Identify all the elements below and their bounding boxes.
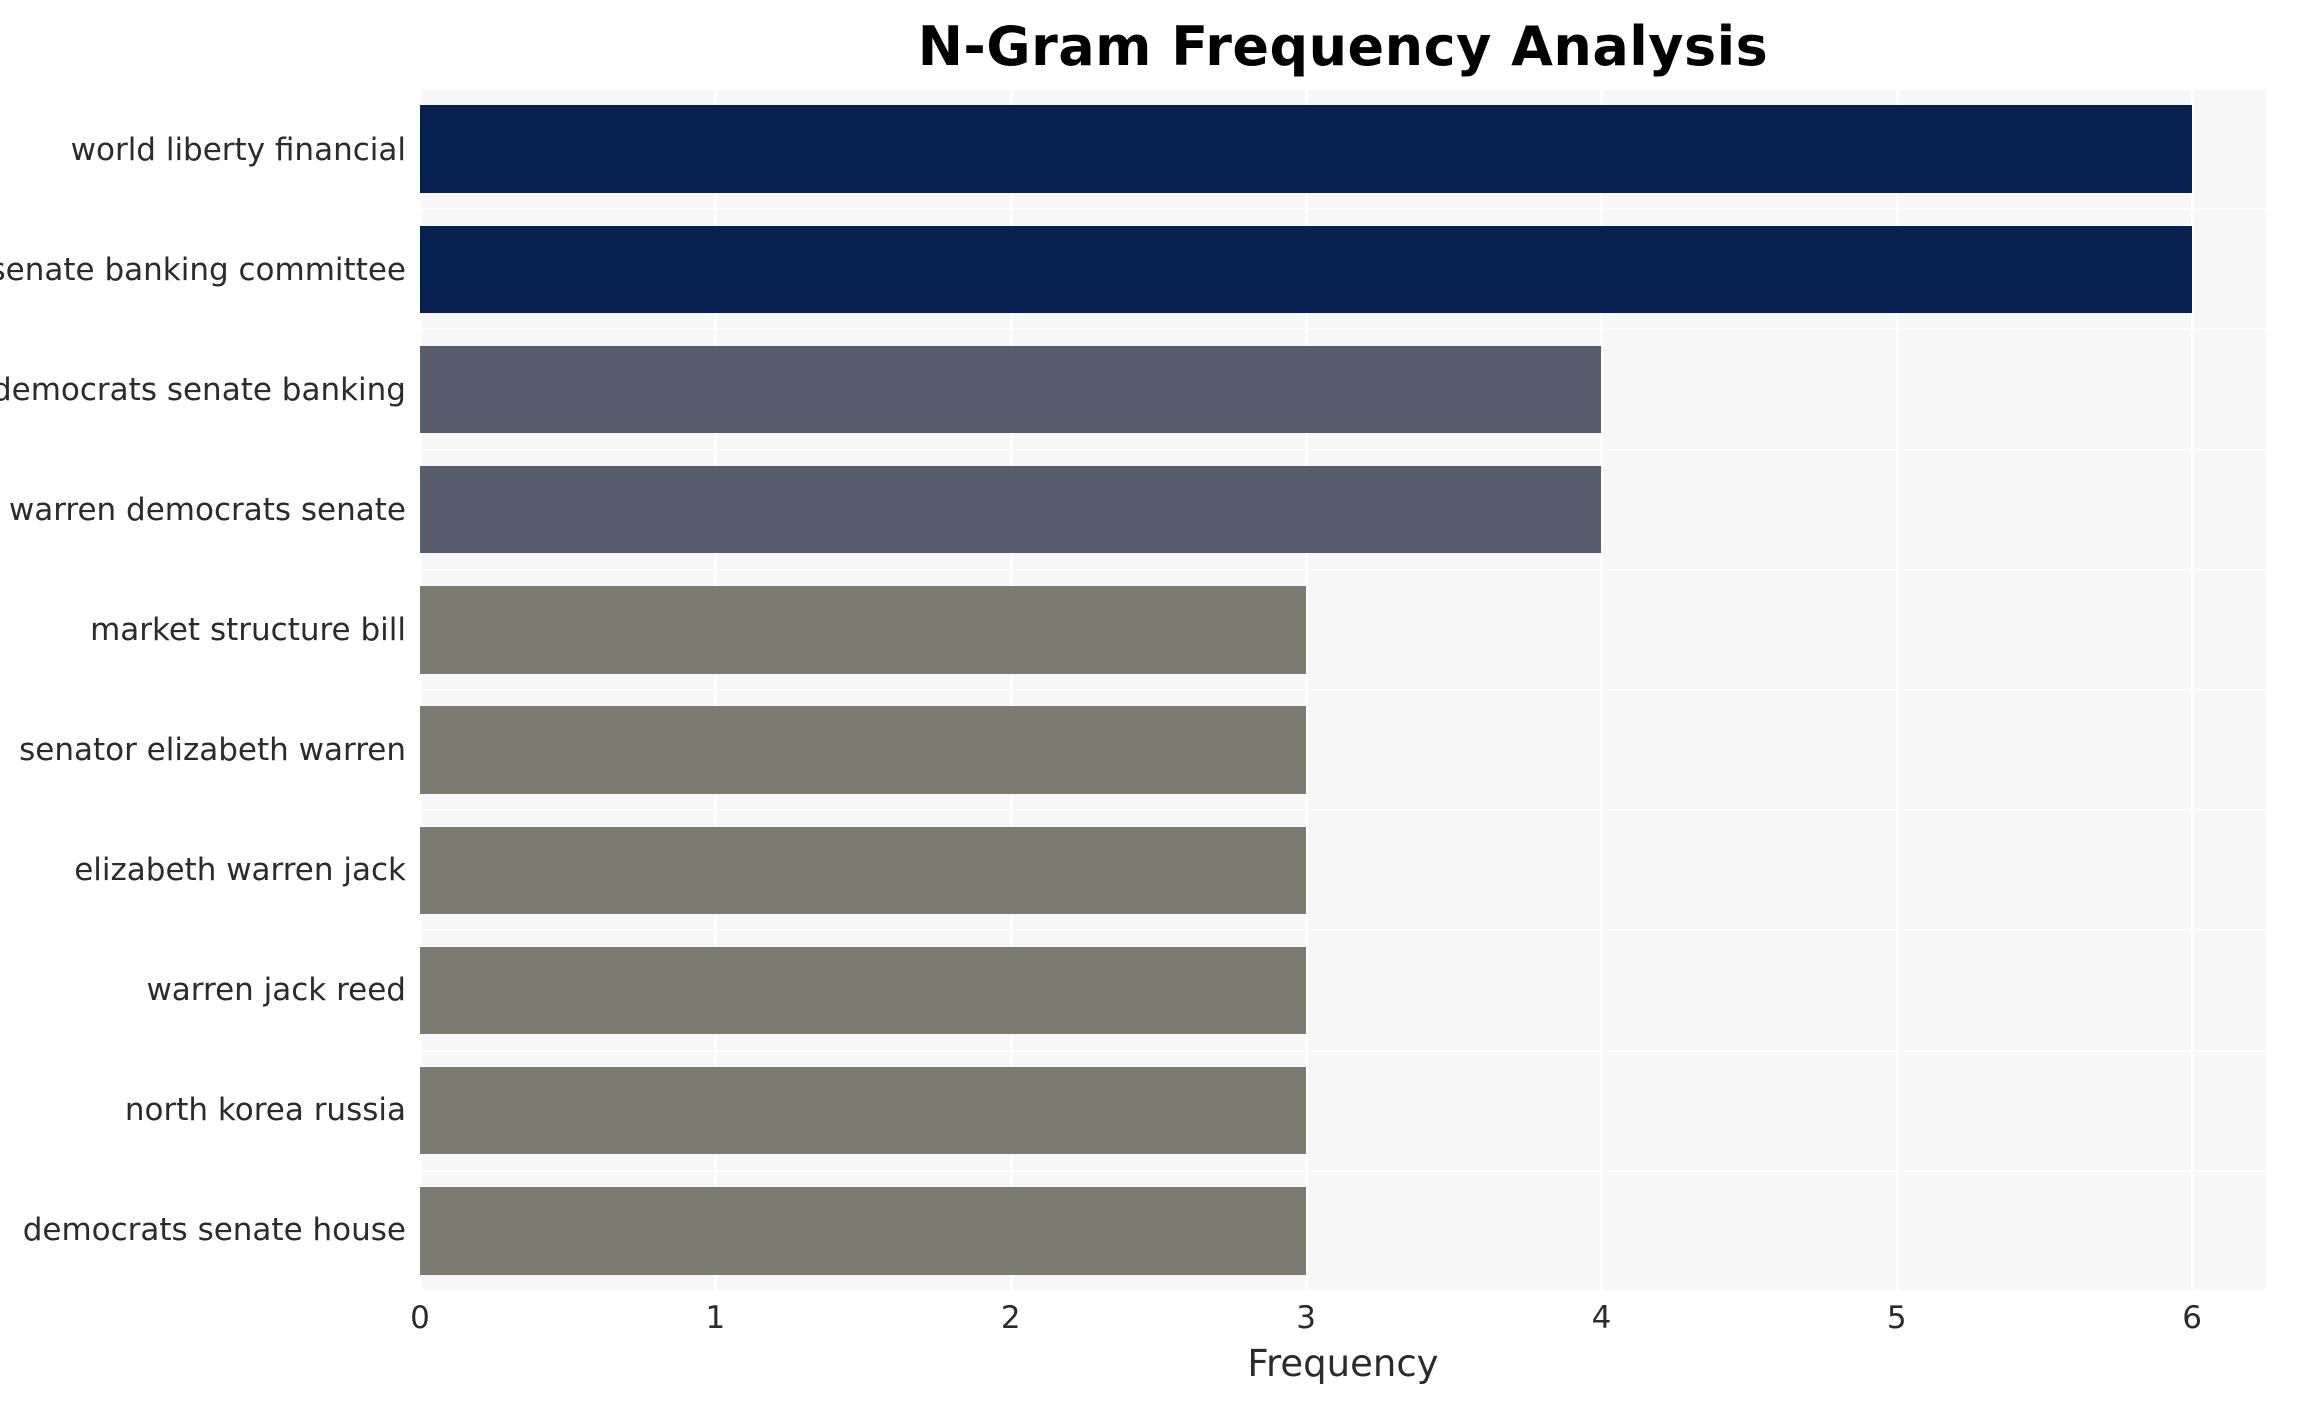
- bar: [420, 1187, 1307, 1275]
- x-tick-label: 5: [1886, 1300, 1907, 1336]
- bar-row: [420, 568, 2266, 689]
- bar-row: [420, 208, 2266, 328]
- x-tick-label: 1: [705, 1300, 726, 1336]
- y-tick-label: north korea russia: [124, 1092, 406, 1128]
- bar-row: [420, 929, 2266, 1049]
- bar: [420, 706, 1307, 794]
- bar: [420, 345, 1602, 434]
- y-tick-label: democrats senate house: [22, 1212, 406, 1248]
- y-tick-label: elizabeth warren jack: [74, 852, 406, 888]
- y-tick-label: warren jack reed: [146, 972, 406, 1008]
- bar-row: [420, 448, 2266, 569]
- bar: [420, 225, 2193, 314]
- y-tick-label: senator elizabeth warren: [19, 732, 406, 768]
- x-tick-label: 4: [1591, 1300, 1612, 1336]
- y-tick-label: warren democrats senate: [8, 492, 406, 528]
- bar-row: [420, 689, 2266, 809]
- bar-row: [420, 809, 2266, 929]
- x-tick-label: 6: [2182, 1300, 2203, 1336]
- plot-area: [420, 90, 2266, 1290]
- chart-title: N-Gram Frequency Analysis: [917, 15, 1769, 78]
- bar: [420, 946, 1307, 1035]
- bar-rows: [420, 90, 2266, 1290]
- bar-row: [420, 1049, 2266, 1170]
- bar: [420, 1066, 1307, 1155]
- y-tick-label: world liberty financial: [70, 132, 406, 168]
- x-tick-label: 0: [410, 1300, 430, 1336]
- chart-main: world liberty financial senate banking co…: [0, 90, 2266, 1290]
- bar: [420, 465, 1602, 554]
- x-tick-label: 2: [1000, 1300, 1021, 1336]
- bar-row: [420, 1169, 2266, 1290]
- bar-row: [420, 90, 2266, 208]
- bar: [420, 826, 1307, 915]
- bar: [420, 586, 1307, 674]
- bar-row: [420, 328, 2266, 448]
- y-tick-label: market structure bill: [90, 612, 406, 648]
- y-tick-label: democrats senate banking: [0, 372, 406, 408]
- x-tick-label: 3: [1296, 1300, 1316, 1336]
- bar: [420, 105, 2193, 193]
- y-tick-label: senate banking committee: [0, 252, 406, 288]
- x-axis-label: Frequency: [1247, 1342, 1439, 1385]
- y-axis-labels: world liberty financial senate banking co…: [0, 90, 420, 1290]
- x-axis-ticks: 0 1 2 3 4 5 6: [410, 1290, 2266, 1342]
